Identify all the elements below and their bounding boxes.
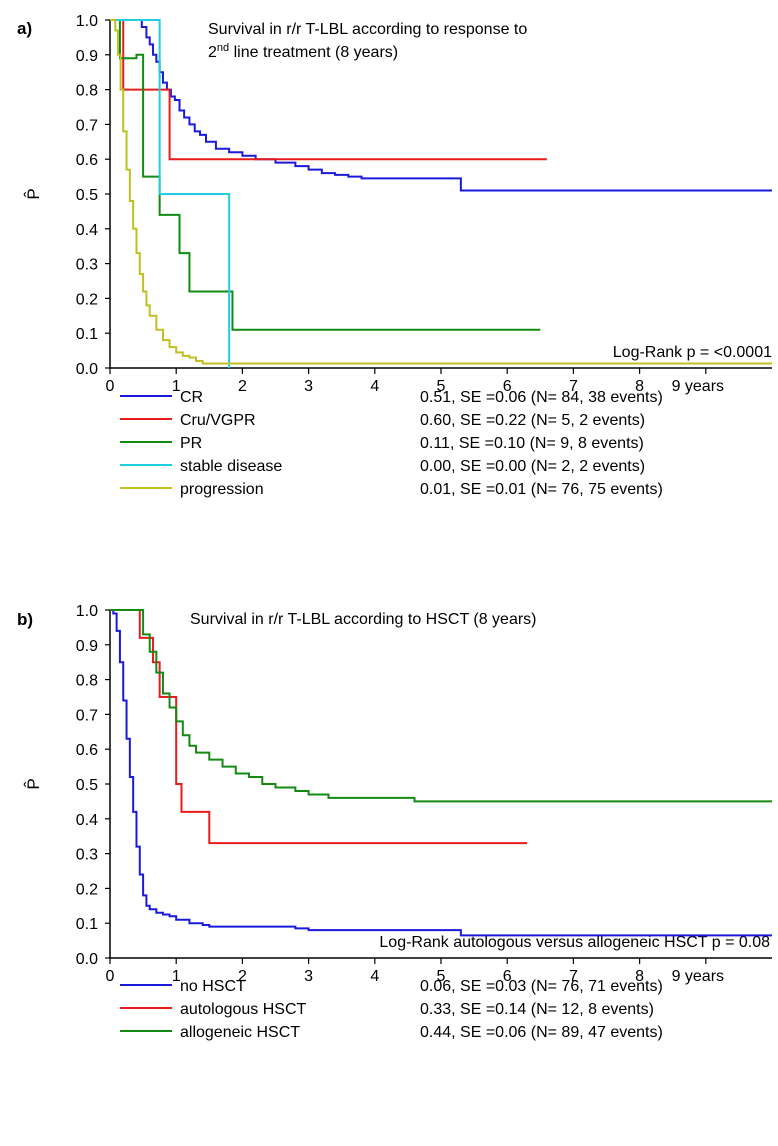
- y-tick-label: 0.4: [76, 222, 98, 239]
- legend-stat: 0.44, SE =0.06 (N= 89, 47 events): [420, 1024, 663, 1041]
- x-tick-label: 0: [106, 968, 115, 985]
- x-tick-label: 3: [304, 968, 313, 985]
- x-tick-label: 2: [238, 378, 247, 395]
- legend-label: progression: [180, 481, 264, 498]
- x-tick-label: 9 years: [672, 378, 724, 395]
- log-rank-annotation: Log-Rank p = <0.0001: [613, 344, 772, 361]
- y-tick-label: 0.7: [76, 117, 98, 134]
- legend-label: stable disease: [180, 458, 282, 475]
- chart-title-line2: 2nd line treatment (8 years): [208, 42, 398, 61]
- x-tick-label: 6: [503, 968, 512, 985]
- legend-stat: 0.01, SE =0.01 (N= 76, 75 events): [420, 481, 663, 498]
- panel-label: a): [17, 19, 32, 38]
- legend-stat: 0.33, SE =0.14 (N= 12, 8 events): [420, 1001, 654, 1018]
- legend-stat: 0.06, SE =0.03 (N= 76, 71 events): [420, 978, 663, 995]
- x-tick-label: 6: [503, 378, 512, 395]
- y-tick-label: 1.0: [76, 603, 98, 620]
- series-line-allogeneic-hsct: [110, 609, 772, 803]
- legend-label: Cru/VGPR: [180, 412, 256, 429]
- series-line-autologous-hsct: [110, 609, 528, 845]
- legend-label: autologous HSCT: [180, 1001, 307, 1018]
- y-tick-label: 0.9: [76, 48, 98, 65]
- y-tick-label: 0.8: [76, 673, 98, 690]
- y-tick-label: 0.0: [76, 361, 98, 378]
- legend-label: PR: [180, 435, 202, 452]
- x-tick-label: 5: [437, 968, 446, 985]
- panel-label: b): [17, 610, 33, 629]
- x-tick-label: 5: [437, 378, 446, 395]
- y-tick-label: 0.3: [76, 257, 98, 274]
- y-tick-label: 0.9: [76, 638, 98, 655]
- y-tick-label: 0.2: [76, 881, 98, 898]
- series-line-stable-disease: [110, 19, 231, 368]
- y-tick-label: 1.0: [76, 13, 98, 30]
- legend-label: no HSCT: [180, 978, 246, 995]
- log-rank-annotation: Log-Rank autologous versus allogeneic HS…: [379, 934, 770, 951]
- x-tick-label: 7: [569, 378, 578, 395]
- y-tick-label: 0.8: [76, 83, 98, 100]
- legend-label: allogeneic HSCT: [180, 1024, 300, 1041]
- x-tick-label: 7: [569, 968, 578, 985]
- series-line-cr: [110, 19, 772, 192]
- y-tick-label: 0.0: [76, 951, 98, 968]
- x-tick-label: 4: [370, 968, 379, 985]
- legend-stat: 0.11, SE =0.10 (N= 9, 8 events): [420, 435, 644, 452]
- series-line-cru-vgpr: [110, 19, 547, 161]
- x-tick-label: 3: [304, 378, 313, 395]
- legend-stat: 0.51, SE =0.06 (N= 84, 38 events): [420, 389, 663, 406]
- chart-title-line1: Survival in r/r T-LBL according to respo…: [208, 21, 527, 38]
- y-tick-label: 0.6: [76, 152, 98, 169]
- y-tick-label: 0.1: [76, 326, 98, 343]
- series-line-no-hsct: [110, 609, 772, 937]
- y-tick-label: 0.2: [76, 291, 98, 308]
- y-tick-label: 0.6: [76, 742, 98, 759]
- x-tick-label: 8: [635, 968, 644, 985]
- y-tick-label: 0.7: [76, 707, 98, 724]
- y-axis-label: P̂: [23, 778, 43, 789]
- legend-stat: 0.60, SE =0.22 (N= 5, 2 events): [420, 412, 645, 429]
- x-tick-label: 8: [635, 378, 644, 395]
- x-tick-label: 1: [172, 968, 181, 985]
- legend-stat: 0.00, SE =0.00 (N= 2, 2 events): [420, 458, 645, 475]
- chart-panel-1: a) 0.0 0.1 0.2 0.3 0.4 0.5 0.6 0.7 0.8 0.9 1.0 0 1 2 3 4…: [17, 13, 772, 498]
- y-tick-label: 0.5: [76, 777, 98, 794]
- y-tick-label: 0.4: [76, 812, 98, 829]
- chart-panel-2: b) 0.0 0.1 0.2 0.3 0.4 0.5 0.6 0.7 0.8 0.9 1.0 0 1 2 3 4…: [17, 603, 772, 1041]
- x-tick-label: 0: [106, 378, 115, 395]
- x-tick-label: 9 years: [672, 968, 724, 985]
- y-tick-label: 0.3: [76, 847, 98, 864]
- series-line-progression: [110, 19, 772, 365]
- series-line-pr: [110, 19, 541, 331]
- x-tick-label: 2: [238, 968, 247, 985]
- y-axis-label: P̂: [23, 188, 43, 199]
- x-tick-label: 1: [172, 378, 181, 395]
- y-tick-label: 0.1: [76, 916, 98, 933]
- legend-label: CR: [180, 389, 203, 406]
- chart-title-line1: Survival in r/r T-LBL according to HSCT …: [190, 611, 537, 628]
- y-tick-label: 0.5: [76, 187, 98, 204]
- x-tick-label: 4: [370, 378, 379, 395]
